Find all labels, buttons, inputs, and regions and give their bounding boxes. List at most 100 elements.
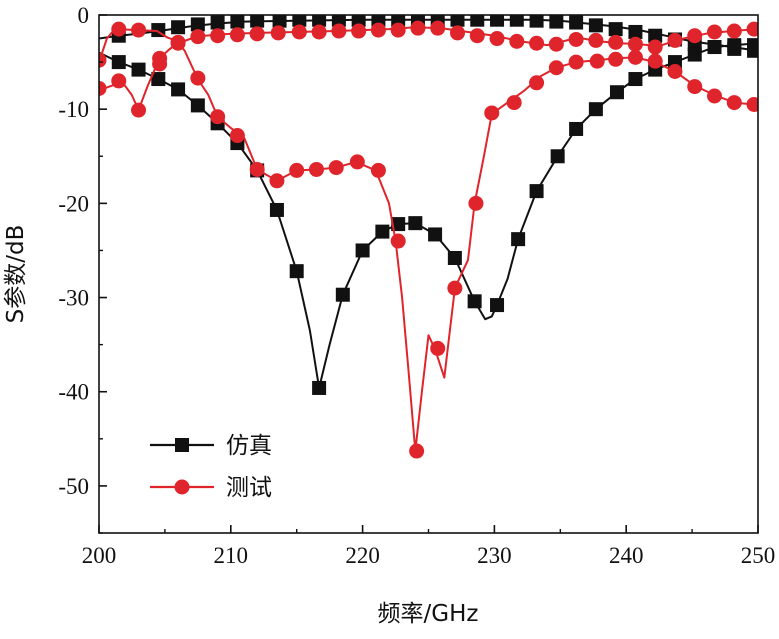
legend: 仿真 测试 bbox=[150, 433, 272, 501]
data-point-circle bbox=[568, 31, 584, 47]
x-tick-label: 230 bbox=[477, 543, 512, 568]
data-point-square bbox=[269, 202, 284, 217]
data-point-circle bbox=[308, 161, 324, 177]
data-point-square bbox=[549, 15, 564, 29]
data-point-circle bbox=[152, 50, 168, 66]
data-point-circle bbox=[447, 280, 463, 296]
data-point-circle bbox=[111, 73, 127, 89]
data-point-circle bbox=[589, 53, 605, 69]
data-point-circle bbox=[726, 95, 742, 111]
data-point-circle bbox=[111, 21, 127, 37]
data-point-circle bbox=[269, 173, 285, 189]
data-point-square bbox=[408, 216, 423, 231]
data-point-square bbox=[151, 72, 166, 87]
data-point-square bbox=[289, 264, 304, 279]
data-point-circle bbox=[489, 31, 505, 47]
data-point-circle bbox=[746, 21, 758, 37]
data-point-circle bbox=[509, 33, 525, 49]
data-point-square bbox=[628, 24, 643, 39]
data-point-square bbox=[490, 15, 505, 27]
data-point-square bbox=[687, 47, 702, 62]
data-point-square bbox=[569, 15, 584, 30]
data-point-square bbox=[550, 149, 565, 164]
data-point-circle bbox=[190, 70, 206, 86]
data-point-square bbox=[727, 38, 742, 53]
data-point-square bbox=[450, 15, 465, 27]
data-point-circle bbox=[707, 88, 723, 104]
data-point-square bbox=[250, 15, 265, 28]
data-point-circle bbox=[328, 160, 344, 176]
data-point-square bbox=[609, 85, 624, 100]
data-point-square bbox=[292, 15, 307, 27]
data-point-circle bbox=[529, 75, 545, 91]
ticks-layer bbox=[98, 14, 759, 534]
data-point-circle bbox=[707, 24, 723, 40]
data-point-circle bbox=[390, 233, 406, 249]
data-point-circle bbox=[99, 80, 107, 96]
y-tick-label: -10 bbox=[58, 97, 89, 122]
data-point-square bbox=[171, 20, 186, 35]
data-point-circle bbox=[608, 34, 624, 50]
series-layer bbox=[99, 15, 758, 459]
legend-label-test: 测试 bbox=[226, 475, 272, 501]
data-point-square bbox=[569, 121, 584, 136]
data-point-circle bbox=[131, 22, 147, 38]
data-point-circle bbox=[667, 32, 683, 48]
plot-area bbox=[99, 15, 758, 533]
y-tick-label: -20 bbox=[58, 191, 89, 216]
data-point-square bbox=[391, 15, 406, 27]
data-point-circle bbox=[506, 95, 522, 111]
data-point-square bbox=[351, 15, 366, 27]
data-point-circle bbox=[210, 109, 226, 125]
data-point-circle bbox=[627, 49, 643, 65]
data-point-circle bbox=[370, 162, 386, 178]
data-point-square bbox=[111, 55, 126, 70]
data-point-square bbox=[588, 102, 603, 117]
data-point-circle bbox=[349, 154, 365, 170]
data-point-square bbox=[272, 15, 287, 28]
data-point-square bbox=[391, 217, 406, 232]
data-point-square bbox=[190, 17, 205, 32]
x-tick-label: 210 bbox=[214, 543, 249, 568]
data-point-circle bbox=[746, 96, 758, 112]
y-tick-label: -50 bbox=[58, 474, 89, 499]
data-point-square bbox=[355, 243, 370, 258]
data-point-square bbox=[608, 22, 623, 37]
data-point-circle bbox=[469, 28, 485, 44]
data-point-square bbox=[371, 15, 386, 27]
data-point-square bbox=[312, 380, 327, 395]
data-point-square bbox=[529, 184, 544, 199]
data-point-circle bbox=[687, 79, 703, 95]
data-point-circle bbox=[548, 36, 564, 52]
legend-marker-test bbox=[174, 479, 190, 495]
y-tick-label: 0 bbox=[78, 3, 90, 28]
data-point-square bbox=[190, 98, 205, 113]
data-point-circle bbox=[726, 23, 742, 39]
data-point-square bbox=[131, 62, 146, 77]
data-point-circle bbox=[667, 64, 683, 80]
data-point-square bbox=[490, 298, 505, 313]
y-tick-label: -30 bbox=[58, 286, 89, 311]
series-2 bbox=[99, 20, 758, 72]
legend-item-test: 测试 bbox=[150, 475, 272, 501]
data-point-square bbox=[747, 38, 758, 53]
data-point-circle bbox=[687, 28, 703, 44]
data-point-circle bbox=[647, 53, 663, 69]
data-point-square bbox=[628, 72, 643, 87]
x-tick-label: 200 bbox=[82, 543, 117, 568]
y-axis-label: S参数/dB bbox=[3, 225, 29, 324]
data-point-square bbox=[529, 15, 544, 28]
data-point-square bbox=[230, 15, 245, 29]
data-point-circle bbox=[311, 24, 327, 40]
data-point-square bbox=[467, 294, 482, 309]
data-point-circle bbox=[229, 128, 245, 144]
data-point-circle bbox=[568, 54, 584, 70]
data-point-square bbox=[588, 18, 603, 33]
data-point-square bbox=[428, 227, 443, 242]
data-point-circle bbox=[289, 162, 305, 178]
data-point-circle bbox=[331, 23, 347, 39]
x-axis-label: 频率/GHz bbox=[378, 601, 479, 627]
data-point-circle bbox=[468, 195, 484, 211]
data-point-circle bbox=[430, 20, 446, 36]
